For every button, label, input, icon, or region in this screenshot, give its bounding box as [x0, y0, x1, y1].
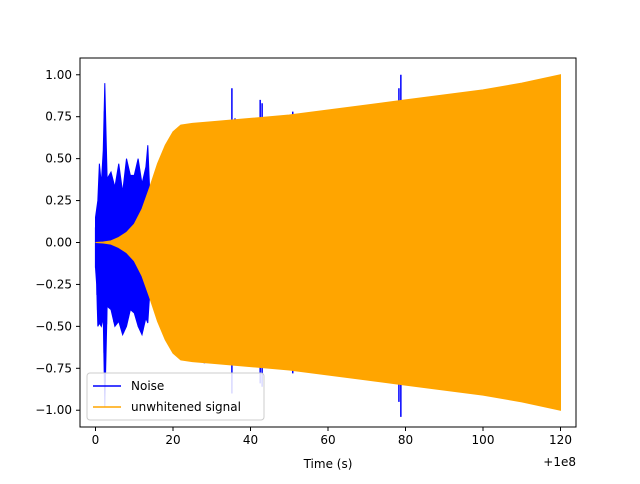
axes: 0 20 40 60 80 100 120 1.00 0.75 0.50 0.25 0.00 −0.25…: [35, 57, 577, 447]
y-tick-label: 0.75: [45, 110, 72, 124]
y-tick-label: 0.25: [45, 194, 72, 208]
legend: Noise unwhitened signal: [86, 372, 265, 421]
y-tick-label: −1.00: [35, 403, 72, 417]
legend-label: Noise: [131, 379, 164, 393]
x-tick-label: 20: [165, 433, 180, 447]
y-tick-label: −0.75: [35, 361, 72, 375]
x-tick-label: 80: [398, 433, 413, 447]
x-tick-label: 60: [320, 433, 335, 447]
y-tick-label: −0.25: [35, 277, 72, 291]
x-axis-offset-label: +1e8: [543, 455, 576, 469]
x-tick-label: 0: [92, 433, 100, 447]
x-tick-label: 100: [472, 433, 495, 447]
y-tick-label: 0.50: [45, 152, 72, 166]
y-tick-label: 0.00: [45, 236, 72, 250]
y-tick-label: 1.00: [45, 68, 72, 82]
x-tick-label: 40: [243, 433, 258, 447]
signal-series-envelope: [95, 74, 561, 411]
plot-content: [94, 74, 561, 417]
plot-area: [94, 74, 561, 417]
legend-box: [86, 372, 265, 421]
y-tick-label: −0.50: [35, 319, 72, 333]
x-tick-label: 120: [549, 433, 572, 447]
legend-label: unwhitened signal: [131, 400, 241, 414]
x-axis-label: Time (s): [303, 457, 353, 471]
